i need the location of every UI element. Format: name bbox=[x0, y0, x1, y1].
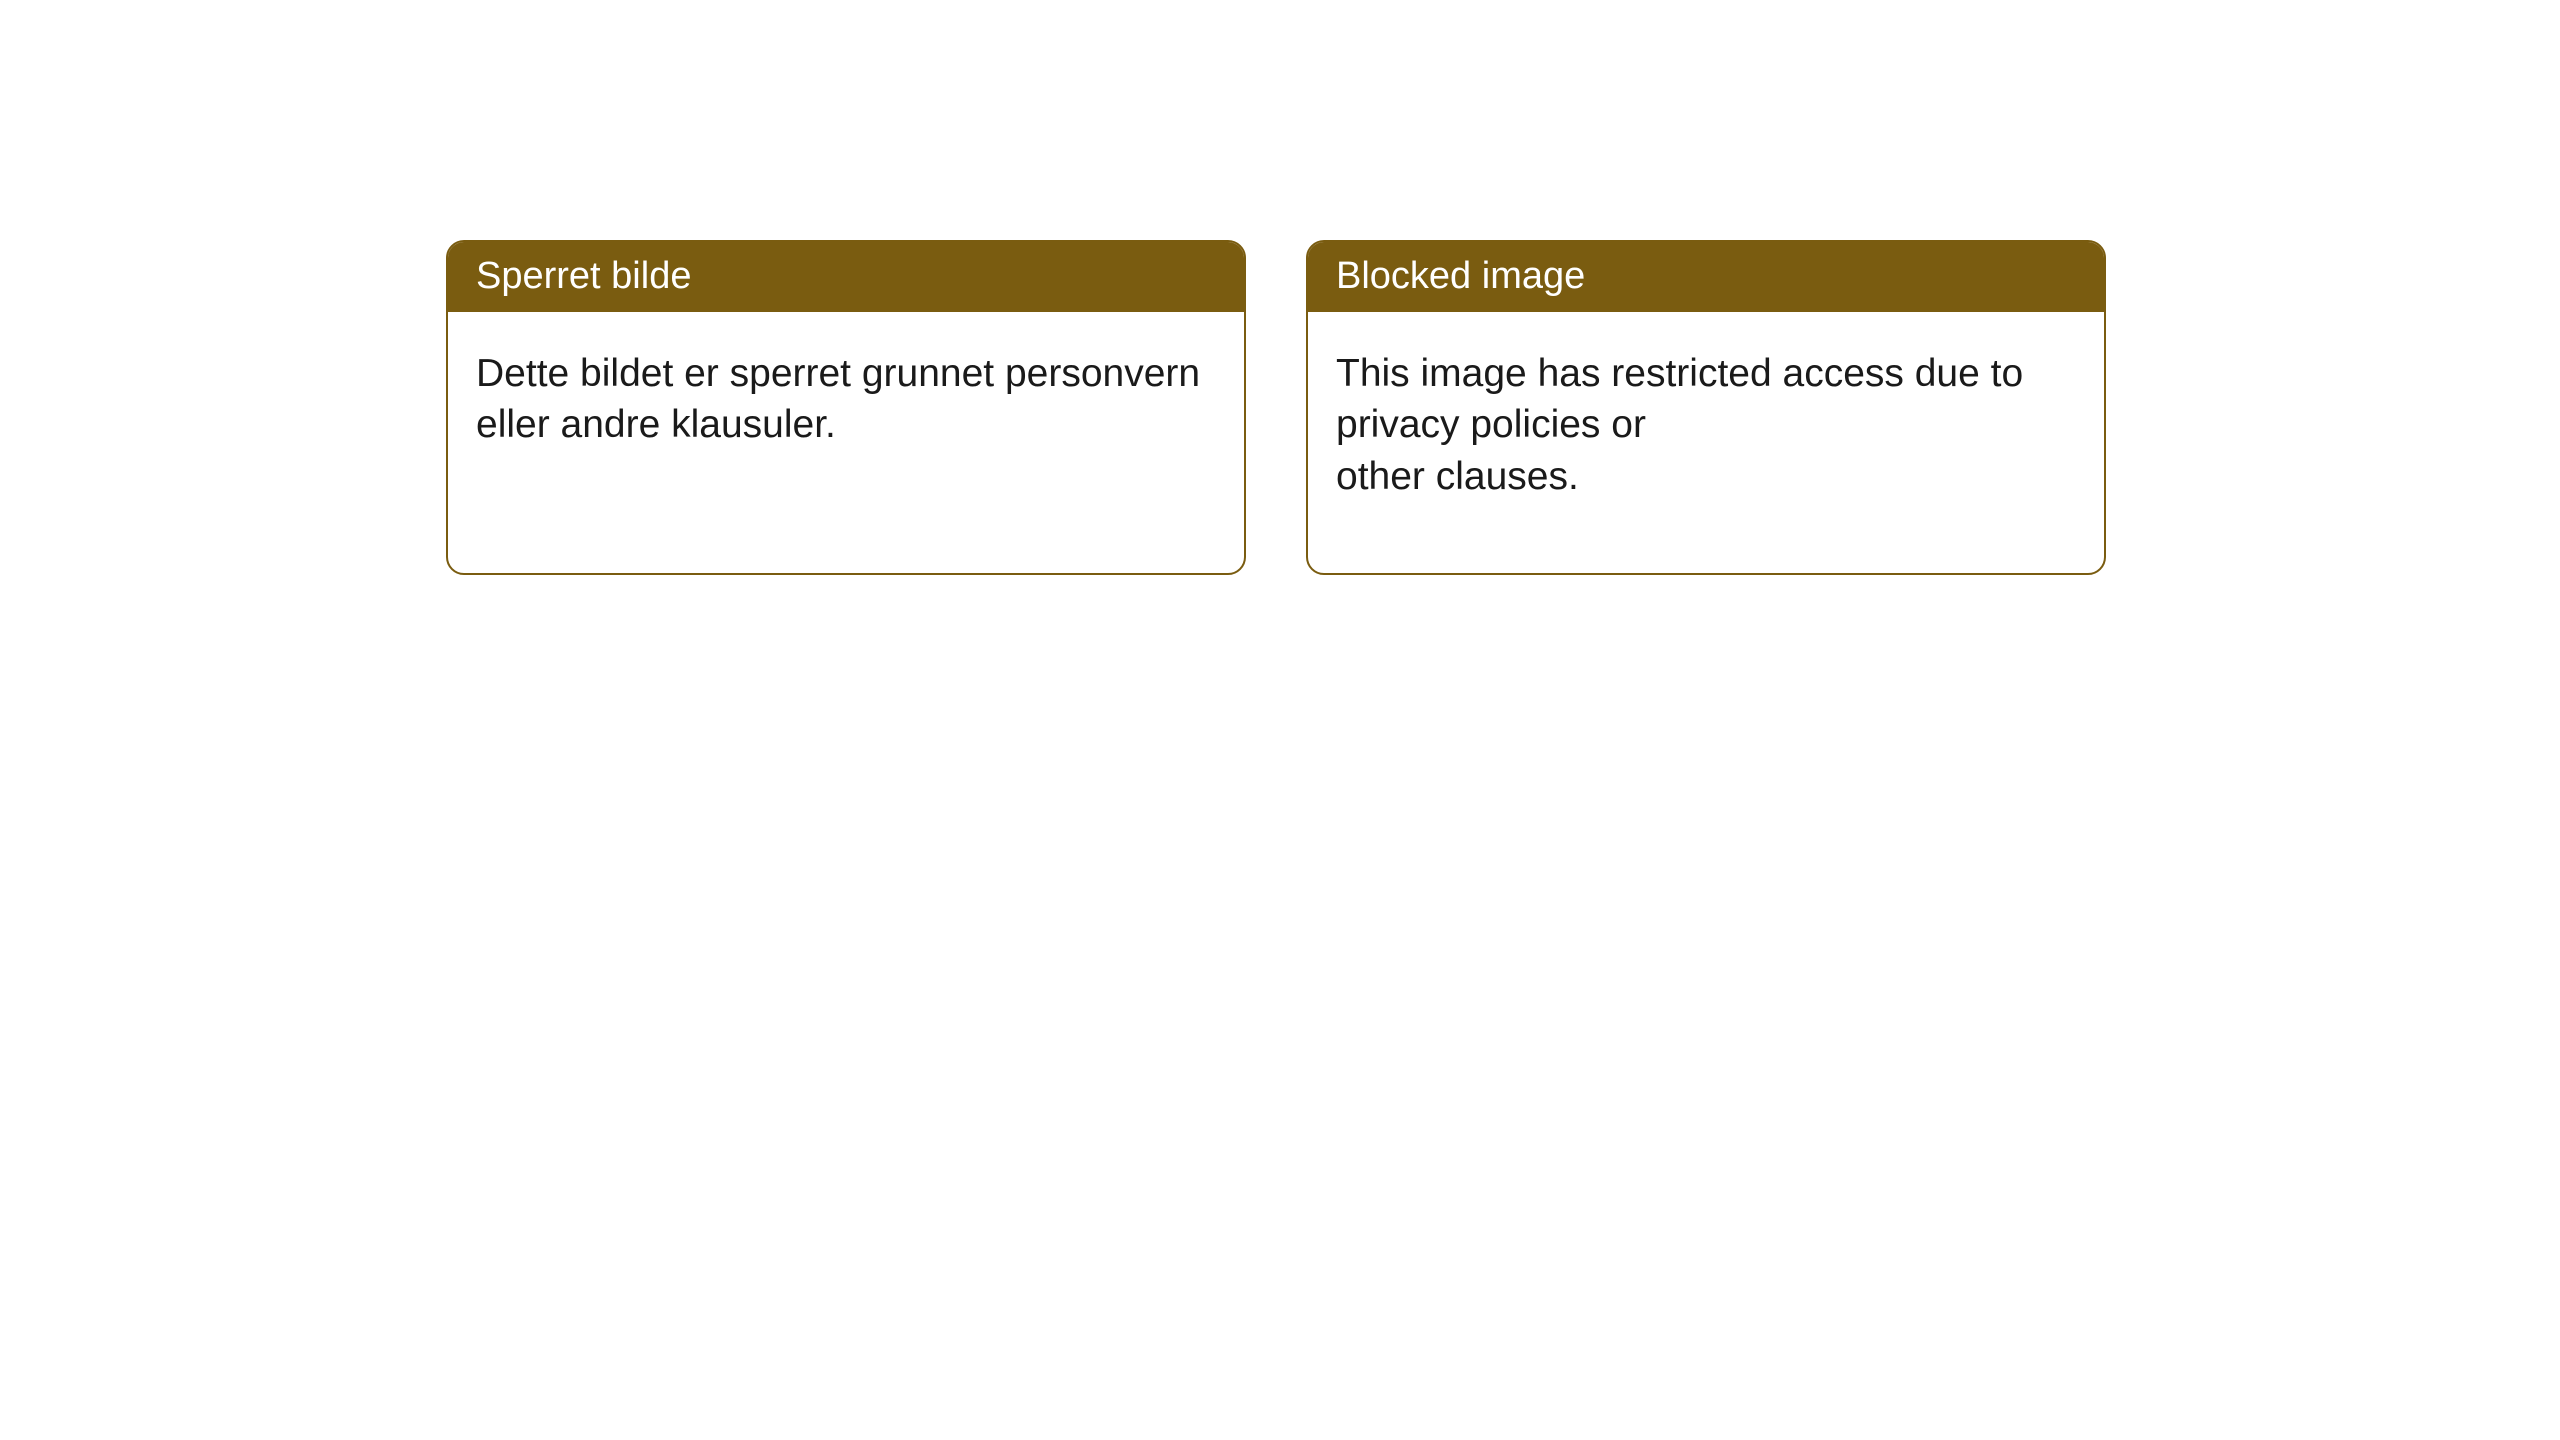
notice-card-english: Blocked image This image has restricted … bbox=[1306, 240, 2106, 575]
notice-card-norwegian: Sperret bilde Dette bildet er sperret gr… bbox=[446, 240, 1246, 575]
notice-container: Sperret bilde Dette bildet er sperret gr… bbox=[446, 240, 2106, 575]
notice-title-norwegian: Sperret bilde bbox=[448, 242, 1244, 312]
notice-body-english: This image has restricted access due to … bbox=[1308, 312, 2104, 540]
notice-title-english: Blocked image bbox=[1308, 242, 2104, 312]
notice-body-norwegian: Dette bildet er sperret grunnet personve… bbox=[448, 312, 1244, 488]
